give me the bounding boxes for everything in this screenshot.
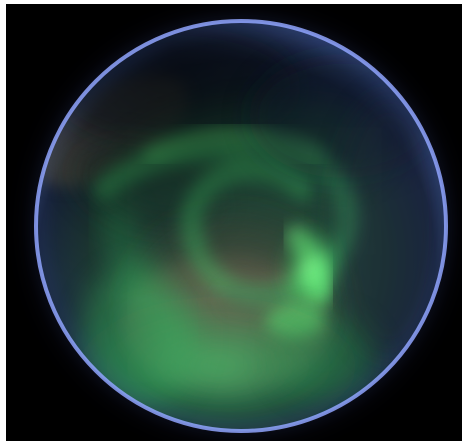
earth-aurora-image <box>6 4 462 441</box>
planet-disk <box>34 19 448 433</box>
space-background <box>6 4 462 441</box>
